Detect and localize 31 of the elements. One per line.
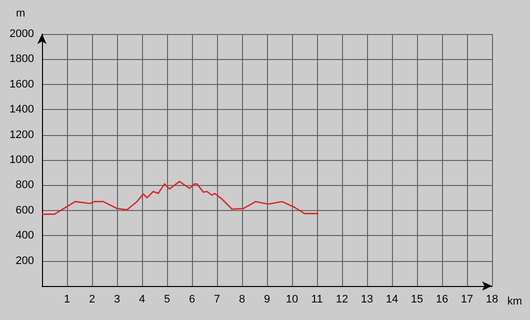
x-tick-label: 9 — [264, 294, 270, 306]
y-tick-label: 400 — [16, 230, 34, 242]
y-tick-label: 1200 — [10, 128, 34, 141]
x-tick-label: 7 — [214, 294, 220, 306]
x-tick-label: 4 — [138, 294, 146, 306]
y-tick-label: 2000 — [10, 28, 34, 40]
x-tick-label: 13 — [360, 294, 374, 306]
y-tick-label: 1400 — [10, 104, 34, 116]
x-tick-label: 17 — [460, 294, 474, 306]
x-tick-label: 14 — [386, 294, 398, 306]
y-tick-label: 1000 — [10, 154, 34, 166]
x-tick-label: 11 — [311, 294, 323, 306]
y-tick-label: 200 — [16, 254, 34, 267]
x-tick-label: 12 — [336, 294, 348, 306]
x-tick-label: 8 — [238, 294, 246, 306]
x-tick-label: 15 — [410, 294, 424, 306]
y-tick-label: 1800 — [10, 53, 34, 66]
y-tick-label: 800 — [16, 179, 34, 192]
x-axis-title: km — [507, 296, 522, 308]
line-series — [41, 180, 319, 215]
x-tick-label: 3 — [114, 294, 120, 306]
y-tick-label: 1600 — [10, 78, 34, 90]
y-axis-title: m — [16, 8, 26, 20]
y-tick-label: 600 — [16, 204, 34, 216]
x-tick-label: 2 — [88, 294, 96, 306]
x-tick-label: 6 — [188, 294, 196, 306]
x-tick-label: 10 — [286, 294, 298, 306]
x-tick-label: 18 — [486, 294, 498, 306]
x-tick-label: 1 — [64, 294, 70, 306]
x-tick-label: 16 — [436, 294, 448, 306]
x-tick-label: 5 — [164, 294, 170, 306]
